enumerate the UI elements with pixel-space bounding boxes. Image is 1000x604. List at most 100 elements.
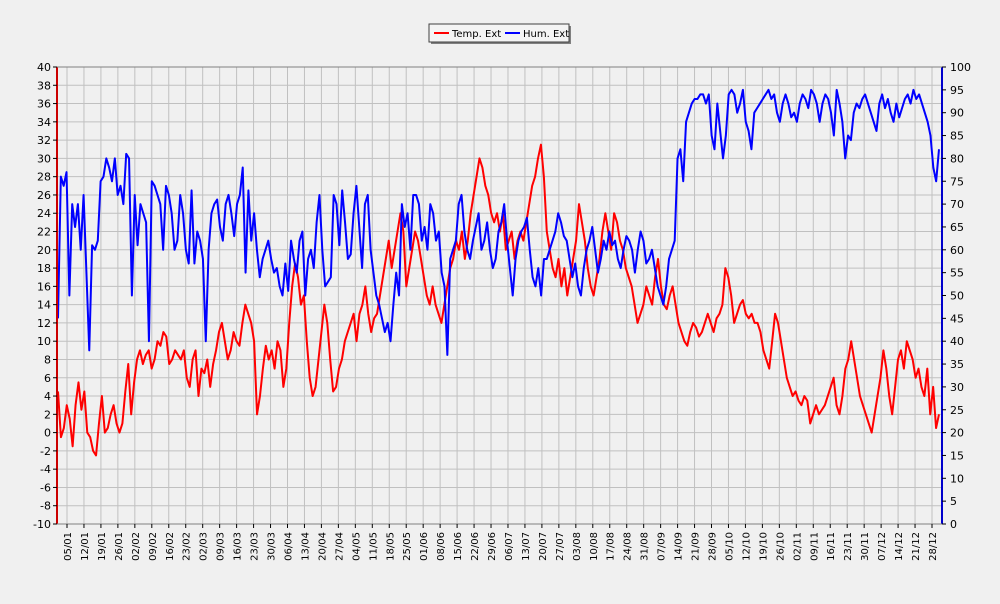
x-tick-label: 19/10 bbox=[758, 532, 769, 561]
hum-ext-series-line bbox=[57, 88, 940, 356]
x-tick-label: 27/04 bbox=[334, 532, 345, 561]
x-tick-label: 06/07 bbox=[504, 532, 515, 561]
left-tick-label: 32 bbox=[37, 134, 51, 147]
x-tick-label: 02/02 bbox=[131, 532, 142, 561]
x-tick-label: 07/09 bbox=[657, 532, 668, 561]
series-layer bbox=[57, 88, 940, 457]
left-tick-label: 26 bbox=[37, 189, 51, 202]
x-tick-label: 29/06 bbox=[487, 532, 498, 561]
right-tick-label: 40 bbox=[950, 335, 964, 348]
x-tick-label: 07/12 bbox=[877, 532, 888, 561]
x-tick-label: 14/09 bbox=[674, 532, 685, 561]
x-tick-label: 23/03 bbox=[250, 532, 261, 561]
left-tick-label: 24 bbox=[37, 207, 51, 220]
left-tick-label: 6 bbox=[44, 372, 51, 385]
x-tick-label: 26/10 bbox=[775, 532, 786, 561]
left-tick-label: 22 bbox=[37, 226, 51, 239]
left-tick-label: 30 bbox=[37, 152, 51, 165]
x-tick-label: 20/04 bbox=[317, 532, 328, 561]
right-axis-ticks: 0 5 10 15 20 25 30 35 40 45 50 55 60 65 70 75 80 85 90 95 10… bbox=[942, 61, 971, 531]
left-tick-label: 8 bbox=[44, 353, 51, 366]
right-tick-label: 60 bbox=[950, 244, 964, 257]
left-tick-label: -8 bbox=[40, 500, 51, 513]
x-tick-label: 31/08 bbox=[640, 532, 651, 561]
right-tick-label: 75 bbox=[950, 175, 964, 188]
x-tick-label: 16/02 bbox=[165, 532, 176, 561]
x-tick-label: 02/03 bbox=[199, 532, 210, 561]
x-tick-label: 24/08 bbox=[623, 532, 634, 561]
x-tick-label: 08/06 bbox=[436, 532, 447, 561]
x-tick-label: 22/06 bbox=[470, 532, 481, 561]
x-tick-label: 25/05 bbox=[402, 532, 413, 561]
x-tick-label: 18/05 bbox=[385, 532, 396, 561]
x-tick-label: 21/09 bbox=[691, 532, 702, 561]
left-tick-label: 38 bbox=[37, 79, 51, 92]
x-tick-label: 12/10 bbox=[741, 532, 752, 561]
x-tick-label: 01/06 bbox=[419, 532, 430, 561]
x-tick-label: 04/05 bbox=[351, 532, 362, 561]
x-tick-label: 10/08 bbox=[589, 532, 600, 561]
right-tick-label: 45 bbox=[950, 312, 964, 325]
x-tick-label: 17/08 bbox=[606, 532, 617, 561]
right-tick-label: 25 bbox=[950, 404, 964, 417]
left-tick-label: 16 bbox=[37, 280, 51, 293]
x-tick-label: 05/10 bbox=[724, 532, 735, 561]
x-tick-label: 09/11 bbox=[809, 532, 820, 561]
x-tick-label: 09/02 bbox=[148, 532, 159, 561]
left-axis-ticks: -10-8-6-4-202468101214161820222426283032… bbox=[33, 61, 57, 531]
right-tick-label: 30 bbox=[950, 381, 964, 394]
x-tick-label: 20/07 bbox=[538, 532, 549, 561]
x-tick-label: 21/12 bbox=[911, 532, 922, 561]
left-tick-label: 12 bbox=[37, 317, 51, 330]
left-tick-label: 0 bbox=[44, 427, 51, 440]
x-tick-label: 26/01 bbox=[114, 532, 125, 561]
right-tick-label: 50 bbox=[950, 290, 964, 303]
left-tick-label: 40 bbox=[37, 61, 51, 74]
x-tick-label: 05/01 bbox=[63, 532, 74, 561]
x-axis-ticks: 05/01 12/01 19/01 26/01 02/02 09/02 16/02 23/02… bbox=[63, 524, 939, 561]
left-tick-label: 36 bbox=[37, 98, 51, 111]
left-tick-label: 20 bbox=[37, 244, 51, 257]
right-tick-label: 80 bbox=[950, 152, 964, 165]
x-tick-label: 03/08 bbox=[572, 532, 583, 561]
x-tick-label: 23/02 bbox=[182, 532, 193, 561]
x-tick-label: 19/01 bbox=[97, 532, 108, 561]
right-tick-label: 5 bbox=[950, 495, 957, 508]
legend-label-hum: Hum. Ext bbox=[523, 29, 569, 40]
left-tick-label: 34 bbox=[37, 116, 51, 129]
x-tick-label: 13/04 bbox=[300, 532, 311, 561]
left-tick-label: 10 bbox=[37, 335, 51, 348]
right-tick-label: 95 bbox=[950, 84, 964, 97]
right-tick-label: 0 bbox=[950, 518, 957, 531]
x-tick-label: 15/06 bbox=[453, 532, 464, 561]
left-tick-label: -2 bbox=[40, 445, 51, 458]
left-tick-label: 18 bbox=[37, 262, 51, 275]
left-tick-label: 14 bbox=[37, 299, 51, 312]
right-tick-label: 55 bbox=[950, 267, 964, 280]
x-tick-label: 23/11 bbox=[843, 532, 854, 561]
left-tick-label: -10 bbox=[33, 518, 51, 531]
x-tick-label: 12/01 bbox=[80, 532, 91, 561]
right-tick-label: 90 bbox=[950, 107, 964, 120]
x-tick-label: 11/05 bbox=[368, 532, 379, 561]
x-tick-label: 30/03 bbox=[267, 532, 278, 561]
legend-label-temp: Temp. Ext bbox=[451, 29, 501, 40]
x-tick-label: 16/11 bbox=[826, 532, 837, 561]
x-tick-label: 27/07 bbox=[555, 532, 566, 561]
right-tick-label: 10 bbox=[950, 472, 964, 485]
left-tick-label: -6 bbox=[40, 481, 51, 494]
legend-box bbox=[428, 23, 570, 43]
x-tick-label: 02/11 bbox=[792, 532, 803, 561]
right-tick-label: 85 bbox=[950, 130, 964, 143]
x-tick-label: 09/03 bbox=[216, 532, 227, 561]
left-tick-label: -4 bbox=[40, 463, 51, 476]
x-tick-label: 28/12 bbox=[928, 532, 939, 561]
x-tick-label: 28/09 bbox=[708, 532, 719, 561]
x-tick-label: 13/07 bbox=[521, 532, 532, 561]
x-tick-label: 30/11 bbox=[860, 532, 871, 561]
temp-ext-series-line bbox=[57, 143, 940, 457]
left-tick-label: 4 bbox=[44, 390, 51, 403]
right-tick-label: 20 bbox=[950, 427, 964, 440]
